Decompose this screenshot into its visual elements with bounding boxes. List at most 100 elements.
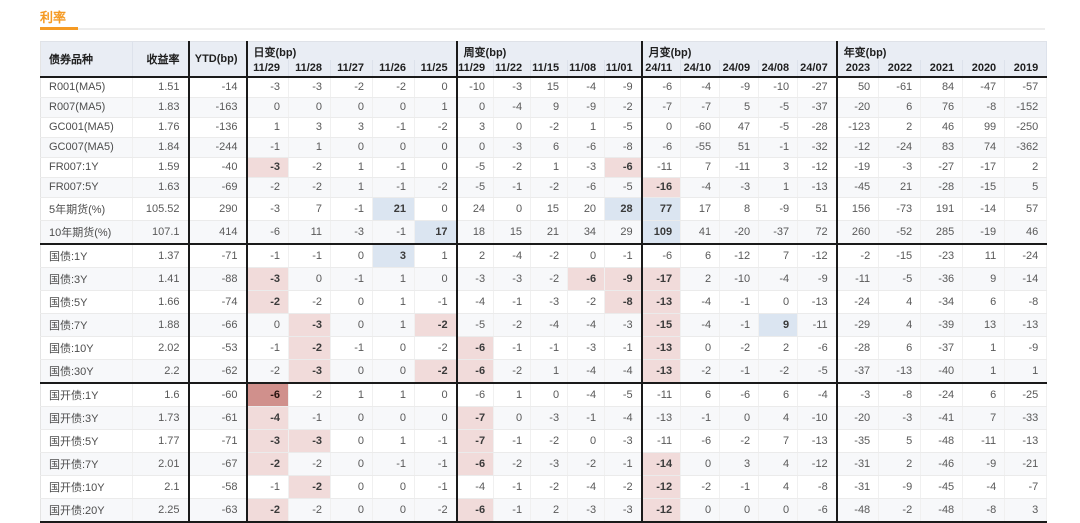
daily-cell-4: -2	[414, 313, 458, 337]
weekly-cell-1: -1	[493, 290, 532, 314]
monthly-cell-4: -12	[797, 452, 838, 476]
yearly-cell-1: -3	[878, 157, 922, 178]
yield-cell: 107.1	[132, 220, 190, 245]
daily-cell-2: 1	[330, 157, 373, 178]
weekly-cell-3: -4	[567, 77, 606, 98]
monthly-cell-0: -17	[641, 267, 682, 291]
bond-name-cell: GC007(MA5)	[40, 137, 133, 158]
yearly-cell-3: -11	[962, 429, 1006, 453]
monthly-cell-3: -5	[758, 97, 799, 118]
weekly-cell-2: 9	[530, 97, 569, 118]
monthly-cell-4: 51	[797, 197, 838, 221]
yearly-cell-2: -46	[920, 452, 964, 476]
yearly-cell-2: 46	[920, 117, 964, 138]
weekly-cell-4: -1	[604, 452, 643, 476]
monthly-cell-3: 3	[758, 157, 799, 178]
yearly-cell-0: -12	[836, 137, 880, 158]
weekly-cell-1: -4	[493, 243, 532, 268]
daily-cell-4: -1	[414, 429, 458, 453]
monthly-cell-3: 7	[758, 429, 799, 453]
monthly-cell-1: -4	[680, 177, 721, 198]
yearly-cell-2: -28	[920, 177, 964, 198]
yearly-cell-4: -33	[1004, 406, 1048, 430]
daily-cell-1: -2	[288, 336, 331, 360]
yield-cell: 1.88	[132, 313, 190, 337]
col-header-monthly-4: 24/07	[797, 60, 838, 78]
col-header-monthly-0: 24/11	[641, 60, 682, 78]
monthly-cell-4: -6	[797, 336, 838, 360]
table-row: 10年期货(%) 107.1 414 -6 11 -3 -1 17 18 15 21 34 29 109 4…	[40, 220, 1048, 245]
bond-name-cell: 国债:10Y	[40, 336, 133, 360]
daily-cell-1: -2	[288, 290, 331, 314]
daily-cell-2: -3	[330, 220, 373, 245]
col-header-monthly-1: 24/10	[680, 60, 721, 78]
tab-interest-rate[interactable]: 利率	[40, 7, 66, 26]
weekly-cell-0: -6	[456, 498, 495, 523]
yearly-cell-2: -34	[920, 290, 964, 314]
yearly-cell-1: -3	[878, 406, 922, 430]
yearly-cell-2: -24	[920, 382, 964, 407]
daily-cell-3: -1	[372, 117, 415, 138]
daily-cell-0: -1	[246, 336, 289, 360]
daily-cell-1: 0	[288, 267, 331, 291]
daily-cell-2: 0	[330, 243, 373, 268]
weekly-cell-0: -5	[456, 177, 495, 198]
table-row: 国债:30Y 2.2 -62 -2 -3 0 0 -2 -6 -2 1 -4 -4 -13 -2 -1 -2 -5…	[40, 359, 1048, 384]
monthly-cell-1: -4	[680, 290, 721, 314]
monthly-cell-2: -2	[719, 429, 760, 453]
monthly-cell-3: 7	[758, 243, 799, 268]
weekly-cell-3: -1	[567, 406, 606, 430]
table-row: GC001(MA5) 1.76 -136 1 3 3 -1 -2 3 0 -2 1 -5 0 -60 47 -5…	[40, 117, 1048, 138]
col-header-weekly-3: 11/08	[567, 60, 606, 78]
yearly-cell-4: -25	[1004, 382, 1048, 407]
weekly-cell-1: 0	[493, 197, 532, 221]
yield-cell: 1.6	[132, 382, 190, 407]
weekly-cell-0: 0	[456, 97, 495, 118]
yearly-cell-0: 260	[836, 220, 880, 245]
yearly-cell-3: 1	[962, 336, 1006, 360]
daily-cell-0: -2	[246, 498, 289, 523]
weekly-cell-2: -2	[530, 429, 569, 453]
daily-cell-4: -2	[414, 177, 458, 198]
monthly-cell-2: -6	[719, 382, 760, 407]
daily-cell-3: 0	[372, 336, 415, 360]
yearly-cell-1: 2	[878, 117, 922, 138]
daily-cell-2: 1	[330, 177, 373, 198]
yearly-cell-3: -14	[962, 197, 1006, 221]
yield-cell: 1.84	[132, 137, 190, 158]
yearly-cell-3: 99	[962, 117, 1006, 138]
daily-cell-2: 0	[330, 429, 373, 453]
weekly-cell-0: -4	[456, 475, 495, 499]
col-header-daily-1: 11/28	[288, 60, 331, 78]
monthly-cell-1: -55	[680, 137, 721, 158]
ytd-cell: -62	[188, 359, 248, 384]
yearly-cell-3: -8	[962, 498, 1006, 523]
monthly-cell-0: -13	[641, 290, 682, 314]
weekly-cell-2: 21	[530, 220, 569, 245]
bond-name-cell: 国开债:20Y	[40, 498, 133, 523]
monthly-cell-2: -1	[719, 290, 760, 314]
weekly-cell-4: -3	[604, 498, 643, 523]
daily-cell-3: 1	[372, 313, 415, 337]
daily-cell-0: -2	[246, 359, 289, 384]
bond-name-cell: 国开债:1Y	[40, 382, 133, 407]
monthly-cell-2: -1	[719, 313, 760, 337]
weekly-cell-1: -2	[493, 359, 532, 384]
weekly-cell-2: 15	[530, 77, 569, 98]
yearly-cell-4: -13	[1004, 313, 1048, 337]
monthly-cell-2: -2	[719, 336, 760, 360]
col-header-yield: 收益率	[132, 41, 190, 78]
monthly-cell-3: 0	[758, 290, 799, 314]
yearly-cell-4: -152	[1004, 97, 1048, 118]
yearly-cell-4: -362	[1004, 137, 1048, 158]
weekly-cell-2: 1	[530, 157, 569, 178]
yearly-cell-0: -3	[836, 382, 880, 407]
yearly-cell-3: -4	[962, 475, 1006, 499]
weekly-cell-2: 0	[530, 382, 569, 407]
monthly-cell-2: -11	[719, 157, 760, 178]
yearly-cell-1: 4	[878, 290, 922, 314]
yield-cell: 1.59	[132, 157, 190, 178]
yearly-cell-4: -21	[1004, 452, 1048, 476]
daily-cell-3: -1	[372, 452, 415, 476]
yield-cell: 2.25	[132, 498, 190, 523]
